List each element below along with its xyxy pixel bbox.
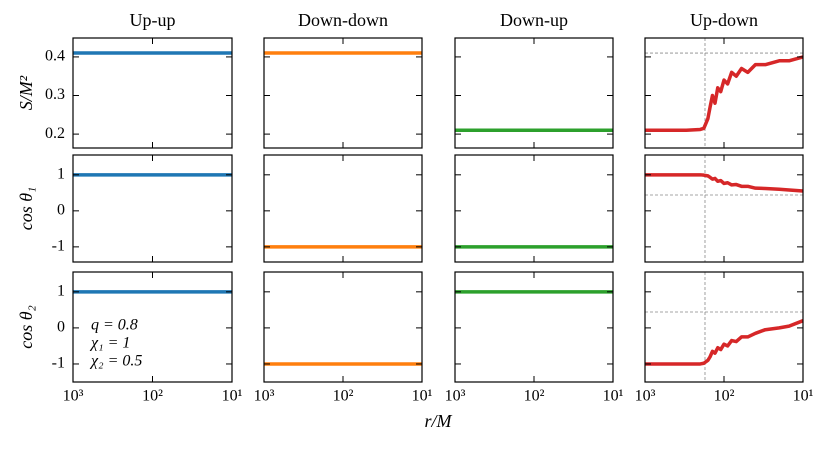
y-tick-label: 0: [57, 202, 65, 219]
axes-frame: [72, 154, 233, 263]
annotation: χ₁ = 1: [89, 335, 130, 352]
y-tick-label: 0.4: [45, 48, 65, 65]
x-tick-label: 10²: [333, 388, 354, 405]
y-tick-label: 0.2: [45, 125, 65, 142]
x-tick-label: 10³: [445, 388, 466, 405]
panel-title: Up-down: [690, 10, 758, 30]
x-tick-label: 10³: [254, 388, 275, 405]
axes-frame: [454, 271, 614, 383]
x-tick-label: 10¹: [412, 388, 433, 405]
y-tick-label: 0: [57, 319, 65, 336]
y-tick-label: 1: [57, 165, 65, 182]
y-tick-label: 0.3: [45, 86, 65, 103]
annotation: χ₂ = 0.5: [89, 353, 142, 370]
x-tick-label: 10²: [714, 388, 735, 405]
x-tick-label: 10²: [524, 388, 545, 405]
annotation: q = 0.8: [91, 317, 138, 334]
x-tick-label: 10¹: [793, 388, 814, 405]
x-axis-label: r/M: [425, 411, 453, 431]
x-tick-label: 10¹: [222, 388, 243, 405]
data-line: [645, 55, 804, 132]
data-line: [645, 173, 804, 193]
y-axis-label: cos θ₂: [16, 305, 36, 349]
y-tick-label: 1: [57, 283, 65, 300]
y-tick-label: -1: [52, 238, 65, 255]
y-axis-label: S/M²: [16, 75, 36, 110]
y-axis-label: cos θ₁: [16, 187, 36, 231]
panel-title: Down-up: [500, 10, 568, 30]
axes-frame: [644, 154, 804, 263]
x-tick-label: 10³: [635, 388, 656, 405]
x-tick-label: 10³: [63, 388, 84, 405]
x-tick-label: 10¹: [603, 388, 624, 405]
x-tick-label: 10²: [142, 388, 163, 405]
y-tick-label: -1: [52, 355, 65, 372]
panel-title: Down-down: [298, 10, 388, 30]
data-line: [645, 319, 804, 366]
panel-title: Up-up: [130, 10, 176, 30]
